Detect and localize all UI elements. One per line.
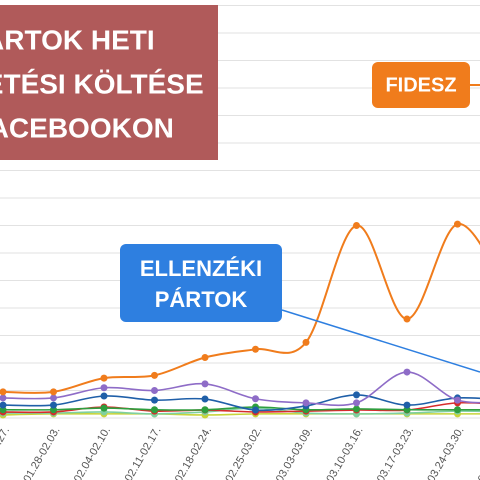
point — [403, 368, 411, 376]
x-tick-label: 03.17-03.23. — [375, 425, 416, 480]
x-tick-label: 02.04-02.10. — [72, 425, 113, 480]
point — [454, 396, 461, 404]
annotation-box — [120, 244, 282, 322]
point — [201, 395, 209, 403]
x-tick-label: 02.18-02.24. — [173, 425, 214, 480]
point — [403, 401, 411, 409]
point — [353, 222, 360, 229]
point — [252, 345, 259, 353]
point — [353, 405, 360, 413]
point — [201, 406, 209, 414]
point — [151, 387, 158, 394]
title-line: HIRDETÉSI KÖLTÉSE — [0, 68, 204, 99]
annotation-box — [372, 62, 470, 108]
title-line: PÁRTOK HETI — [0, 24, 155, 55]
point — [50, 388, 57, 396]
point — [0, 388, 7, 396]
x-tick-label: 03.10-03.16. — [324, 425, 365, 480]
point — [353, 399, 360, 407]
x-tick-label: 03.03-03.09. — [274, 425, 315, 480]
point — [151, 406, 158, 414]
point — [100, 384, 108, 392]
series-line — [2, 371, 480, 407]
point — [100, 374, 108, 382]
annotation: ELLENZÉKI — [140, 256, 262, 281]
point — [302, 399, 310, 407]
point — [151, 396, 158, 404]
point — [252, 406, 259, 414]
point — [100, 404, 108, 412]
point — [252, 395, 259, 403]
point — [454, 220, 461, 228]
point — [353, 391, 360, 399]
title-box — [0, 5, 218, 160]
point — [302, 338, 310, 346]
x-tick-label: 01.28-02.03. — [21, 425, 62, 480]
point — [50, 401, 57, 409]
point — [0, 401, 7, 409]
point — [100, 392, 108, 400]
x-tick-label: 02.11-02.17. — [123, 425, 164, 480]
x-tick-label: 01.21-01.27. — [0, 425, 12, 480]
annotation: FIDESZ — [385, 74, 456, 96]
point — [151, 371, 158, 379]
x-tick-label: 02.25-03.02. — [223, 425, 264, 480]
point — [201, 380, 209, 388]
annotation: PÁRTOK — [155, 287, 248, 312]
point — [50, 394, 57, 402]
x-tick-label: 03.24-03.30. — [425, 425, 466, 480]
point — [403, 315, 411, 323]
point — [454, 406, 461, 414]
title-line: A FACEBOOKON — [0, 112, 174, 143]
annotation-connector — [281, 309, 480, 373]
point — [201, 354, 209, 361]
x-tick-label: 03.31-04.06. — [476, 425, 480, 480]
point — [0, 394, 7, 402]
